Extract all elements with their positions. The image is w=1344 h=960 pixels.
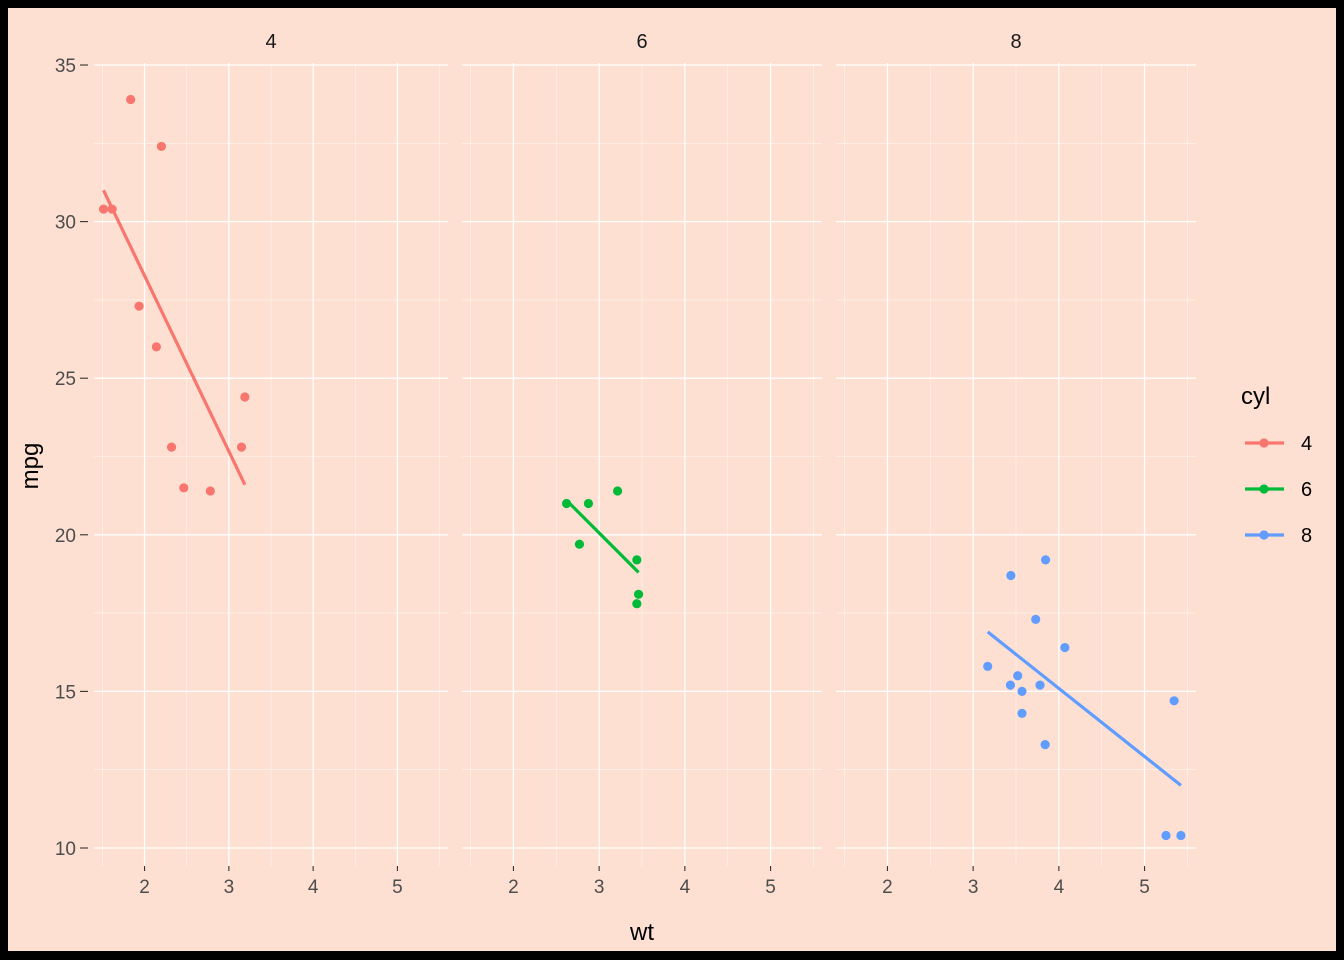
data-point (1005, 680, 1016, 690)
x-tick-label: 2 (882, 877, 893, 898)
x-axis-title: wt (629, 919, 654, 946)
data-point (98, 204, 109, 214)
x-tick-label: 3 (224, 877, 235, 898)
legend-label: 6 (1301, 479, 1312, 501)
regression-line (986, 630, 1182, 787)
data-point (1060, 642, 1070, 653)
data-point (240, 392, 250, 402)
data-point (1017, 686, 1027, 697)
y-tick-label: 25 (55, 369, 76, 390)
regression-line (102, 189, 247, 486)
data-point (134, 301, 144, 311)
x-tick-label: 4 (308, 877, 319, 898)
data-point (583, 498, 594, 509)
y-tick-label: 20 (55, 526, 76, 547)
x-tick-label: 3 (968, 877, 979, 898)
data-point (126, 94, 136, 105)
y-tick-label: 30 (55, 213, 76, 234)
data-point (107, 204, 117, 214)
data-point (179, 483, 189, 493)
legend-key-point (1259, 438, 1269, 448)
data-point (1006, 570, 1016, 581)
x-tick-label: 2 (508, 877, 519, 898)
data-point (574, 539, 585, 549)
data-point (156, 141, 167, 152)
data-point (612, 486, 623, 496)
data-point (1169, 696, 1179, 706)
x-tick-label: 5 (1139, 877, 1150, 898)
x-tick-label: 5 (765, 877, 776, 898)
x-tick-label: 3 (594, 877, 605, 898)
data-point (632, 599, 642, 609)
data-point (1013, 671, 1023, 681)
data-point (1017, 708, 1027, 718)
data-point (205, 486, 215, 496)
facet-strip-label: 8 (1010, 31, 1021, 53)
x-tick-label: 2 (139, 877, 150, 898)
y-tick-label: 35 (55, 56, 76, 77)
data-point (236, 442, 247, 452)
y-tick-label: 10 (55, 839, 76, 860)
data-point (561, 498, 572, 509)
regression-line (565, 499, 640, 574)
facet-strip-label: 4 (265, 31, 276, 53)
data-point (1035, 680, 1045, 690)
legend-label: 8 (1301, 525, 1312, 547)
data-point (166, 442, 177, 452)
data-point (1040, 555, 1051, 565)
data-point (632, 555, 642, 565)
data-point (1031, 614, 1041, 624)
legend-key-point (1259, 530, 1269, 540)
legend-title: cyl (1241, 383, 1270, 410)
data-point (151, 342, 161, 352)
data-point (1040, 740, 1050, 750)
faceted-scatter-chart: 4 2 3 4 5 6 2 3 4 5 8 2 3 4 5 10 15 20 25 30 35 wt mpg cyl 4 6 8 (17, 31, 1312, 946)
facet-strip-label: 6 (636, 31, 647, 53)
x-tick-label: 5 (392, 877, 403, 898)
data-point (633, 589, 644, 599)
legend-label: 4 (1301, 433, 1312, 455)
data-point (1161, 830, 1171, 841)
legend-key-point (1259, 484, 1269, 494)
x-tick-label: 4 (680, 877, 691, 898)
y-tick-label: 15 (55, 682, 76, 703)
y-axis-title: mpg (17, 443, 44, 490)
data-point (983, 661, 993, 671)
plot-background: 4 2 3 4 5 6 2 3 4 5 8 2 3 4 5 10 15 20 25 30 35 wt mpg cyl 4 6 8 (8, 8, 1336, 951)
x-tick-label: 4 (1054, 877, 1065, 898)
data-point (1176, 830, 1186, 841)
